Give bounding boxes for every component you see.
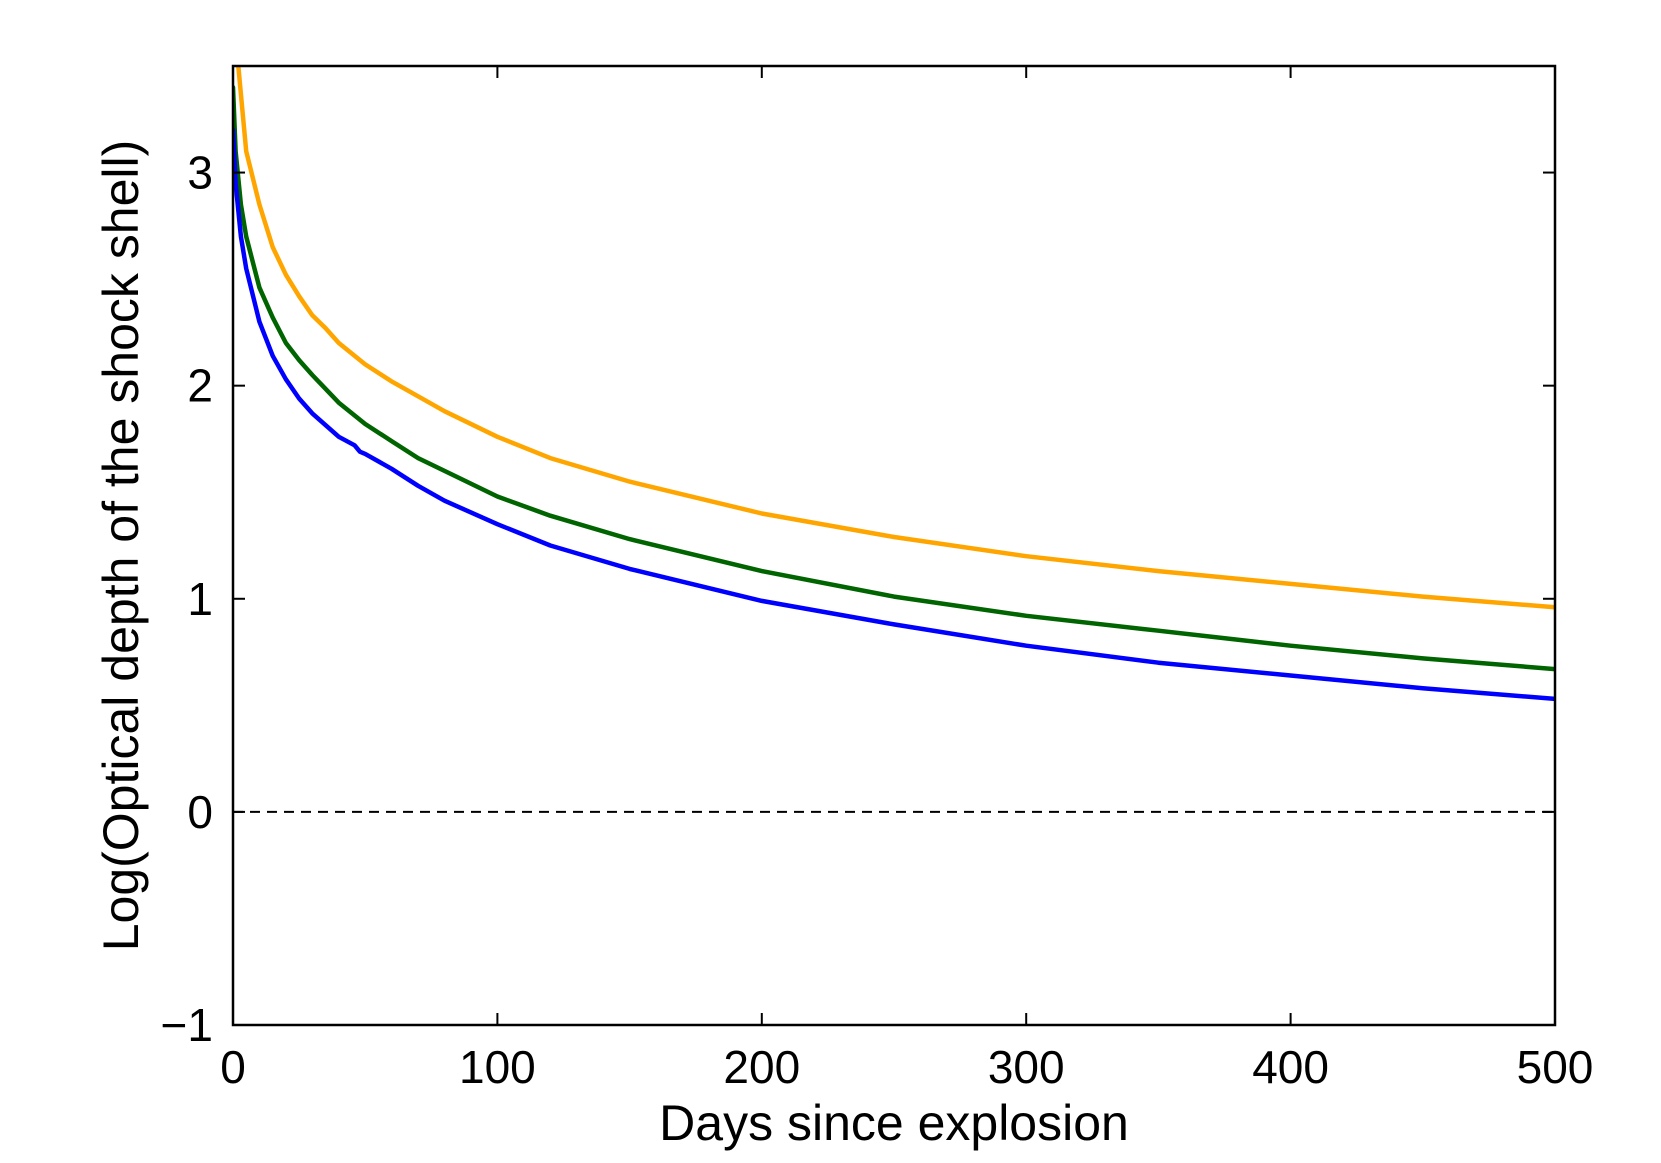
y-axis: −1 0 1 2 3 <box>161 147 1555 1051</box>
series-line-2 <box>233 85 1555 672</box>
y-tick-label: 1 <box>187 573 213 625</box>
y-tick-label: 3 <box>187 147 213 199</box>
x-tick-label: 400 <box>1252 1041 1329 1093</box>
series-line-3 <box>233 127 1555 702</box>
y-tick-label: 2 <box>187 360 213 412</box>
x-axis-title: Days since explosion <box>659 1095 1129 1151</box>
y-axis-title: Log(Optical depth of the shock shell) <box>93 140 149 952</box>
x-tick-label: 100 <box>459 1041 536 1093</box>
x-axis: 0 100 200 300 400 500 <box>220 66 1593 1093</box>
y-tick-label: −1 <box>161 999 213 1051</box>
y-tick-label: 0 <box>187 786 213 838</box>
series-group <box>233 66 1555 702</box>
x-tick-label: 0 <box>220 1041 246 1093</box>
plot-frame <box>231 64 1557 1027</box>
plot-area <box>231 64 1557 1027</box>
series-line-1 <box>236 66 1555 610</box>
x-tick-label: 300 <box>988 1041 1065 1093</box>
x-tick-label: 500 <box>1517 1041 1594 1093</box>
x-tick-label: 200 <box>723 1041 800 1093</box>
